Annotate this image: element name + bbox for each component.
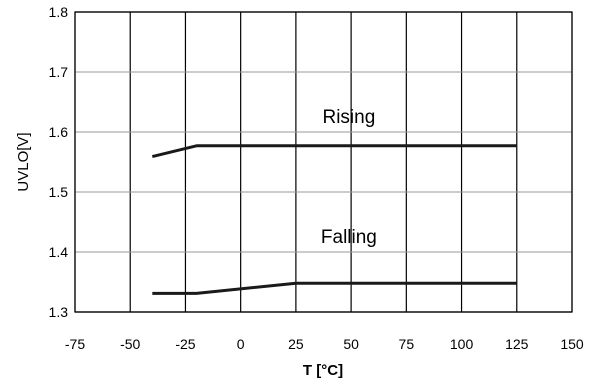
- chart-tick-labels: -75 -50 -25 0 25 50 75 100 125 150 1.3 1.4 1.5 1.6 1.7…: [49, 4, 584, 352]
- x-tick-label: -25: [175, 336, 195, 352]
- chart-annotations: Rising Falling: [321, 107, 377, 248]
- annotation-falling: Falling: [321, 227, 377, 248]
- x-tick-label: -50: [120, 336, 140, 352]
- y-tick-label: 1.8: [49, 4, 69, 20]
- chart-series: [151, 144, 517, 295]
- x-tick-label: 125: [505, 336, 529, 352]
- rising-series-line: [151, 144, 517, 159]
- y-axis-label: UVLO[V]: [15, 132, 32, 191]
- x-axis-label: T [°C]: [303, 362, 343, 379]
- y-tick-label: 1.5: [49, 184, 69, 200]
- y-tick-label: 1.3: [49, 304, 69, 320]
- x-tick-label: 25: [288, 336, 304, 352]
- x-tick-label: 150: [560, 336, 584, 352]
- chart-grid: [74, 11, 573, 313]
- plot-frame: [74, 11, 573, 313]
- x-tick-label: 75: [399, 336, 415, 352]
- y-tick-label: 1.7: [49, 64, 69, 80]
- x-tick-label: 50: [343, 336, 359, 352]
- x-tick-label: 0: [237, 336, 245, 352]
- annotation-rising: Rising: [322, 107, 375, 128]
- x-tick-label: -75: [65, 336, 85, 352]
- falling-series-line: [152, 281, 517, 295]
- y-tick-label: 1.4: [49, 244, 69, 260]
- y-tick-label: 1.6: [49, 124, 69, 140]
- x-tick-label: 100: [450, 336, 474, 352]
